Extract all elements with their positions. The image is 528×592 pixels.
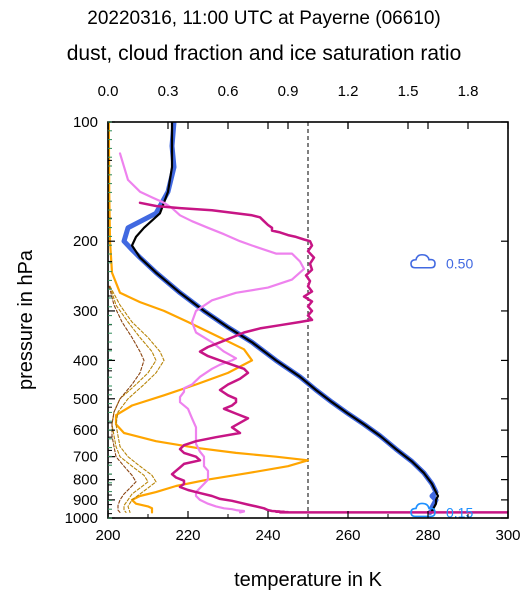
annotation-group: 0.50 0.15 [410, 253, 473, 520]
x-axis-title: temperature in K [234, 569, 383, 591]
x-tick-label: 240 [255, 527, 280, 544]
chart-subtitle: dust, cloud fraction and ice saturation … [66, 42, 462, 65]
chart-title: 20220316, 11:00 UTC at Payerne (06610) [87, 8, 441, 29]
y-tick-label: 200 [73, 233, 98, 250]
y-tick-label: 400 [73, 352, 98, 369]
top-tick-label: 0.3 [158, 83, 179, 100]
series-line-6 [108, 285, 145, 513]
series-line-3 [108, 122, 310, 514]
plot-series-group [108, 122, 508, 518]
annotation-label-2: 0.15 [446, 504, 473, 520]
y-tick-label: 800 [73, 472, 98, 489]
top-tick-label: 1.2 [338, 83, 359, 100]
y-tick-label: 900 [73, 492, 98, 509]
y-tick-label: 500 [73, 391, 98, 408]
series-line-4 [109, 285, 157, 513]
top-tick-label: 1.8 [458, 83, 479, 100]
top-tick-label: 1.5 [398, 83, 419, 100]
x-tick-label: 200 [95, 527, 120, 544]
series-line-2 [130, 122, 440, 514]
top-tick-label: 0.0 [98, 83, 119, 100]
series-line-7 [118, 152, 306, 514]
x-tick-label: 300 [495, 527, 520, 544]
top-tick-label: 0.6 [218, 83, 239, 100]
x-tick-label: 260 [335, 527, 360, 544]
annotation-label-1: 0.50 [446, 256, 473, 272]
x-tick-label: 280 [415, 527, 440, 544]
cloud-icon [410, 502, 436, 518]
cloud-icon [410, 253, 436, 269]
y-tick-label: 700 [73, 449, 98, 466]
y-tick-label: 100 [73, 114, 98, 131]
x-tick-label: 220 [175, 527, 200, 544]
axes-group: 200 220 240 260 280 300 0.0 0.3 0.6 0.9 1.2 1.5 1.8 1… [15, 83, 521, 591]
y-tick-label: 600 [73, 422, 98, 439]
series-line-8 [138, 201, 508, 514]
y-tick-label: 300 [73, 303, 98, 320]
y-tick-label: 1000 [65, 510, 98, 527]
series-line-5 [109, 285, 165, 513]
top-tick-label: 0.9 [278, 83, 299, 100]
y-axis-title: pressure in hPa [15, 249, 37, 390]
